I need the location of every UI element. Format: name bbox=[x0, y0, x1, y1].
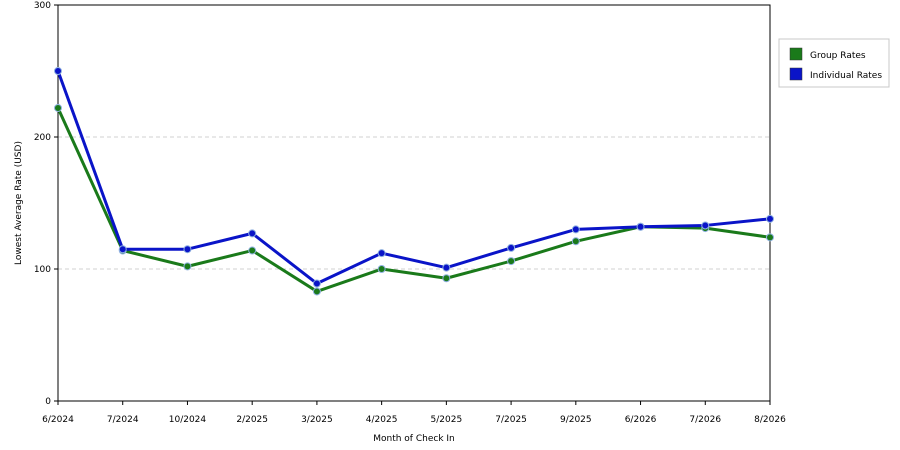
series-layer bbox=[54, 67, 774, 296]
legend: Group Rates Individual Rates bbox=[778, 38, 890, 88]
x-tick-label: 7/2025 bbox=[495, 415, 527, 425]
data-point-individual-rates bbox=[248, 229, 257, 238]
series-line-group-rates bbox=[56, 107, 771, 293]
x-tick-label: 7/2026 bbox=[689, 415, 721, 425]
x-axis-title: Month of Check In bbox=[373, 434, 455, 444]
x-tick-label: 8/2026 bbox=[754, 415, 786, 425]
data-point-individual-rates bbox=[312, 279, 321, 288]
data-point-individual-rates bbox=[377, 249, 386, 258]
y-tick-label: 300 bbox=[34, 1, 51, 11]
y-tick-label: 100 bbox=[34, 265, 51, 275]
series-line-individual-rates bbox=[56, 70, 771, 286]
data-point-individual-rates bbox=[766, 214, 774, 223]
data-point-individual-rates bbox=[442, 263, 451, 272]
data-point-individual-rates bbox=[571, 225, 580, 234]
legend-swatch bbox=[789, 67, 803, 81]
data-point-individual-rates bbox=[507, 243, 516, 252]
y-tick-label: 0 bbox=[45, 397, 51, 407]
x-tick-label: 10/2024 bbox=[169, 415, 207, 425]
legend-label: Group Rates bbox=[810, 51, 866, 61]
data-point-group-rates bbox=[507, 257, 516, 266]
x-tick-label: 3/2025 bbox=[301, 415, 333, 425]
y-axis-title: Lowest Average Rate (USD) bbox=[14, 141, 24, 265]
data-point-individual-rates bbox=[636, 222, 645, 231]
data-point-group-rates bbox=[442, 274, 451, 283]
data-point-group-rates bbox=[248, 246, 257, 255]
y-tick-label: 200 bbox=[34, 133, 51, 143]
data-point-group-rates bbox=[766, 233, 774, 242]
data-point-individual-rates bbox=[118, 245, 127, 254]
data-point-group-rates bbox=[377, 265, 386, 273]
data-point-group-rates bbox=[183, 262, 192, 271]
data-point-individual-rates bbox=[701, 221, 710, 230]
x-tick-label: 6/2024 bbox=[42, 415, 74, 425]
x-tick-label: 2/2025 bbox=[236, 415, 268, 425]
data-point-individual-rates bbox=[183, 245, 192, 254]
x-tick-label: 6/2026 bbox=[625, 415, 657, 425]
series-group-rates bbox=[54, 103, 774, 296]
y-axis: 0 100 200 300 bbox=[34, 1, 58, 407]
x-axis: 6/2024 7/2024 10/2024 2/2025 3/2025 4/2025 5/2… bbox=[42, 401, 786, 425]
data-point-group-rates bbox=[571, 237, 580, 246]
x-tick-label: 7/2024 bbox=[107, 415, 139, 425]
x-tick-label: 5/2025 bbox=[431, 415, 463, 425]
data-point-individual-rates bbox=[54, 67, 62, 75]
legend-label: Individual Rates bbox=[810, 71, 882, 81]
series-individual-rates bbox=[54, 67, 774, 288]
legend-swatch bbox=[789, 47, 803, 61]
data-point-group-rates bbox=[312, 287, 321, 296]
x-tick-label: 4/2025 bbox=[366, 415, 398, 425]
plot-frame bbox=[57, 4, 771, 402]
data-point-group-rates bbox=[54, 103, 62, 112]
x-tick-label: 9/2025 bbox=[560, 415, 592, 425]
